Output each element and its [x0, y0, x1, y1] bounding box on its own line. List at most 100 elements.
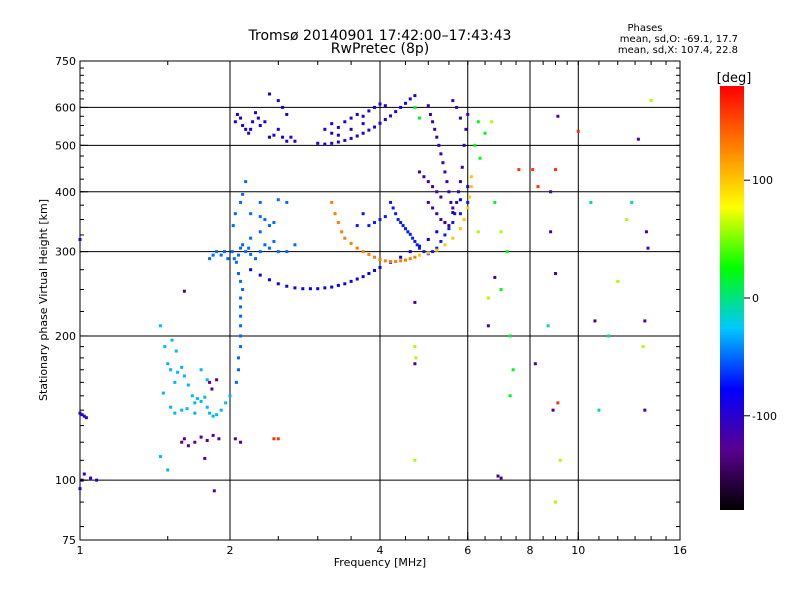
- data-point: [389, 114, 393, 118]
- data-point: [589, 200, 593, 204]
- data-point: [355, 224, 359, 228]
- data-point: [267, 224, 271, 228]
- data-point: [235, 112, 239, 116]
- data-point: [517, 168, 521, 172]
- data-point: [417, 170, 421, 174]
- data-point: [211, 253, 215, 257]
- data-point: [276, 198, 280, 202]
- data-point: [431, 185, 435, 189]
- data-point: [193, 440, 197, 444]
- data-point: [215, 413, 219, 417]
- data-point: [649, 99, 653, 103]
- data-point: [236, 253, 240, 257]
- data-point: [556, 114, 560, 118]
- data-point: [166, 362, 170, 366]
- data-point: [340, 230, 344, 234]
- data-point: [422, 250, 426, 254]
- data-point: [355, 134, 359, 138]
- data-point: [239, 200, 243, 204]
- data-point: [408, 97, 412, 101]
- data-point: [230, 250, 234, 254]
- data-point: [553, 500, 557, 504]
- data-point: [239, 305, 243, 309]
- data-point: [373, 105, 377, 109]
- data-point: [195, 397, 199, 401]
- data-point: [451, 221, 455, 225]
- data-point: [394, 110, 398, 114]
- grid-lines: [80, 61, 680, 540]
- data-point: [439, 152, 443, 156]
- data-point: [443, 170, 447, 174]
- data-point: [223, 250, 227, 254]
- data-point: [239, 440, 243, 444]
- y-axis-ticks: 75 100 200 300 400 500 600 750: [55, 55, 680, 547]
- data-point: [406, 230, 410, 234]
- colorbar-gradient: [720, 86, 744, 510]
- data-point: [361, 114, 365, 118]
- data-point: [435, 135, 439, 139]
- data-point: [78, 237, 82, 241]
- data-point: [435, 212, 439, 216]
- data-point: [373, 255, 377, 259]
- data-point: [399, 255, 403, 259]
- data-point: [493, 275, 497, 279]
- data-point: [173, 380, 177, 384]
- x-tick-label: 6: [464, 544, 471, 557]
- data-point: [413, 345, 417, 349]
- data-point: [293, 243, 297, 247]
- data-point: [435, 246, 439, 250]
- data-point: [224, 401, 228, 405]
- data-point: [383, 118, 387, 122]
- data-point: [546, 324, 550, 328]
- data-point: [439, 218, 443, 222]
- data-point: [417, 116, 421, 120]
- data-point: [343, 236, 347, 240]
- data-point: [403, 101, 407, 105]
- data-point: [285, 139, 289, 143]
- data-point: [443, 221, 447, 225]
- data-point: [258, 273, 262, 277]
- data-point: [431, 250, 435, 254]
- data-point: [396, 218, 400, 222]
- data-point: [180, 408, 184, 412]
- data-point: [355, 246, 359, 250]
- data-point: [239, 296, 243, 300]
- data-point: [239, 324, 243, 328]
- data-point: [263, 120, 267, 124]
- data-point: [316, 287, 320, 291]
- data-point: [556, 401, 560, 405]
- data-point: [417, 244, 421, 248]
- data-point: [389, 260, 393, 264]
- data-point: [466, 200, 470, 204]
- data-point: [417, 253, 421, 257]
- x-axis-label: Frequency [MHz]: [334, 556, 426, 569]
- data-point: [82, 472, 86, 476]
- data-point: [408, 257, 412, 261]
- data-point: [493, 200, 497, 204]
- data-point: [199, 399, 203, 403]
- data-point: [249, 212, 253, 216]
- data-point: [413, 105, 417, 109]
- data-point: [249, 127, 253, 131]
- data-point: [208, 411, 212, 415]
- data-point: [636, 137, 640, 141]
- data-point: [182, 437, 186, 441]
- data-point: [308, 287, 312, 291]
- data-point: [455, 200, 459, 204]
- data-point: [641, 345, 645, 349]
- data-point: [445, 180, 449, 184]
- data-point: [451, 211, 455, 215]
- data-point: [355, 277, 359, 281]
- data-point: [233, 120, 237, 124]
- data-point: [476, 120, 480, 124]
- data-point: [263, 218, 267, 222]
- data-point: [234, 380, 238, 384]
- data-point: [228, 394, 232, 398]
- data-point: [239, 246, 243, 250]
- data-point: [426, 251, 430, 255]
- colorbar: [deg] 100 0 -100: [717, 71, 777, 510]
- data-point: [496, 474, 500, 478]
- data-point: [244, 127, 248, 131]
- y-tick-label: 300: [55, 246, 76, 259]
- data-point: [232, 257, 236, 261]
